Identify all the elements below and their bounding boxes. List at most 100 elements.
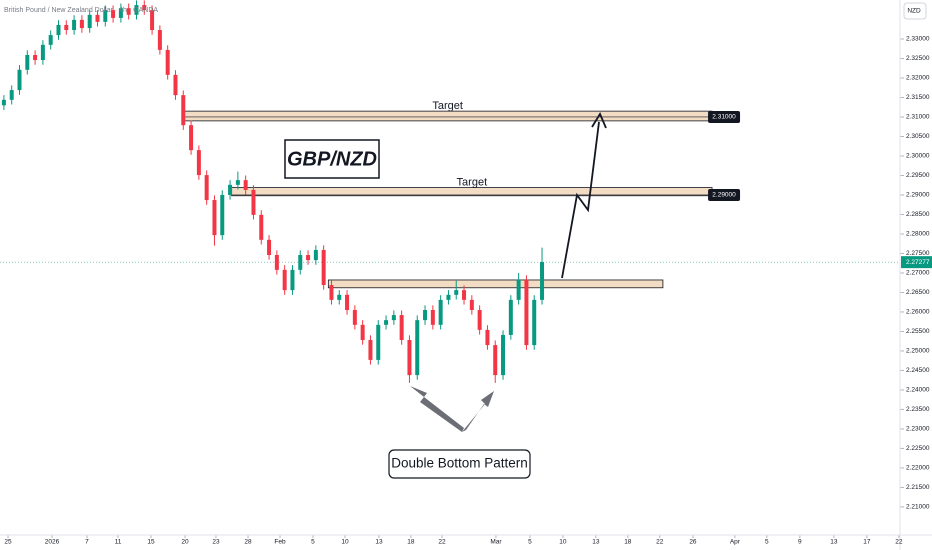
y-tick-label: 2.28500 [906,211,930,218]
candle-body [220,194,225,236]
y-tick-label: 2.21500 [906,484,930,491]
candle-body [508,299,513,335]
y-tick-label: 2.33000 [906,36,930,43]
candle-body [469,299,474,311]
pattern-box [388,449,531,479]
x-tick-label: 5 [528,539,532,546]
candle-body [298,255,303,270]
candle-body [212,200,217,236]
candle-body [150,10,155,31]
x-tick-label: Mar [490,539,502,546]
x-tick-label: 18 [624,539,632,546]
candle-body [243,180,248,190]
arrow-head [591,112,607,129]
candle-body [157,30,162,50]
last-price-label: 2.27277 [906,259,930,266]
y-tick-label: 2.29000 [906,192,930,199]
candle-body [430,310,435,325]
x-tick-label: 13 [375,539,383,546]
y-tick-label: 2.29500 [906,172,930,179]
candle-body [134,5,139,15]
level-tag [708,188,741,201]
x-tick-label: 7 [85,539,89,546]
candle-body [181,95,186,126]
y-tick-label: 2.31000 [906,114,930,121]
candle-body [165,49,170,75]
x-tick-label: 23 [212,539,220,546]
y-tick-label: 2.30500 [906,133,930,140]
x-tick-label: 11 [115,539,122,546]
candle-body [267,239,272,256]
zone [182,110,713,122]
y-tick-label: 2.25000 [906,348,930,355]
candle-body [189,125,194,151]
candle-body [524,279,529,346]
candle-body [446,294,451,300]
y-tick-label: 2.23500 [906,406,930,413]
x-tick-label: 17 [863,539,871,546]
y-tick-label: 2.27500 [906,250,930,257]
candle-body [126,8,131,15]
candle-body [391,315,396,321]
y-tick-label: 2.22000 [906,465,930,472]
x-tick-label: 22 [438,539,446,546]
candle-body [290,269,295,291]
candle-body [64,24,69,31]
x-tick-label: 13 [592,539,600,546]
candle-body [173,74,178,96]
candle-body [399,315,404,341]
candle-body [17,69,22,91]
candle-body [274,255,279,270]
candle-body [477,310,482,330]
y-tick-label: 2.26000 [906,309,930,316]
x-tick-label: Feb [274,539,286,546]
candle-body [306,255,311,261]
y-tick-label: 2.22500 [906,445,930,452]
candle-body [72,19,77,31]
y-tick-label: 2.31500 [906,94,930,101]
x-tick-label: 2026 [45,539,60,546]
candle-body [321,249,326,286]
candle-body [438,299,443,325]
x-tick-label: 10 [559,539,567,546]
candle-body [540,262,545,300]
candle-body [87,14,92,29]
candle-body [1,99,6,106]
pointer-arrow [410,386,464,432]
candle-body [228,184,233,195]
candle-body [493,345,498,376]
candle-body [384,320,389,325]
candle-body [111,10,116,18]
x-tick-label: 22 [656,539,664,546]
candle-body [259,214,264,240]
candle-body [251,189,256,215]
candle-body [282,269,287,291]
y-tick-label: 2.24000 [906,387,930,394]
candle-body [360,324,365,341]
x-tick-label: Apr [730,539,741,546]
candles [1,0,545,383]
candle-body [103,10,108,22]
x-tick-label: 13 [830,539,838,546]
candle-body [313,249,318,261]
level-tag [708,110,741,123]
last-price-tag [901,256,932,269]
candle-body [118,8,123,18]
level-label: 2.29000 [712,192,736,199]
x-tick-label: 22 [895,539,903,546]
pointer-arrow [462,391,494,432]
candle-body [423,310,428,321]
x-tick-label: 5 [765,539,769,546]
chart-title: British Pound / New Zealand Dollar · 4h … [4,7,158,14]
y-tick-label: 2.30000 [906,153,930,160]
candle-body [329,285,334,300]
candle-body [415,320,420,376]
zone-label: Target [432,100,463,112]
candle-body [25,54,30,70]
y-tick-label: 2.32500 [906,55,930,62]
grid [7,38,904,538]
x-tick-label: 9 [798,539,802,546]
y-tick-label: 2.32000 [906,75,930,82]
candle-body [56,24,61,36]
